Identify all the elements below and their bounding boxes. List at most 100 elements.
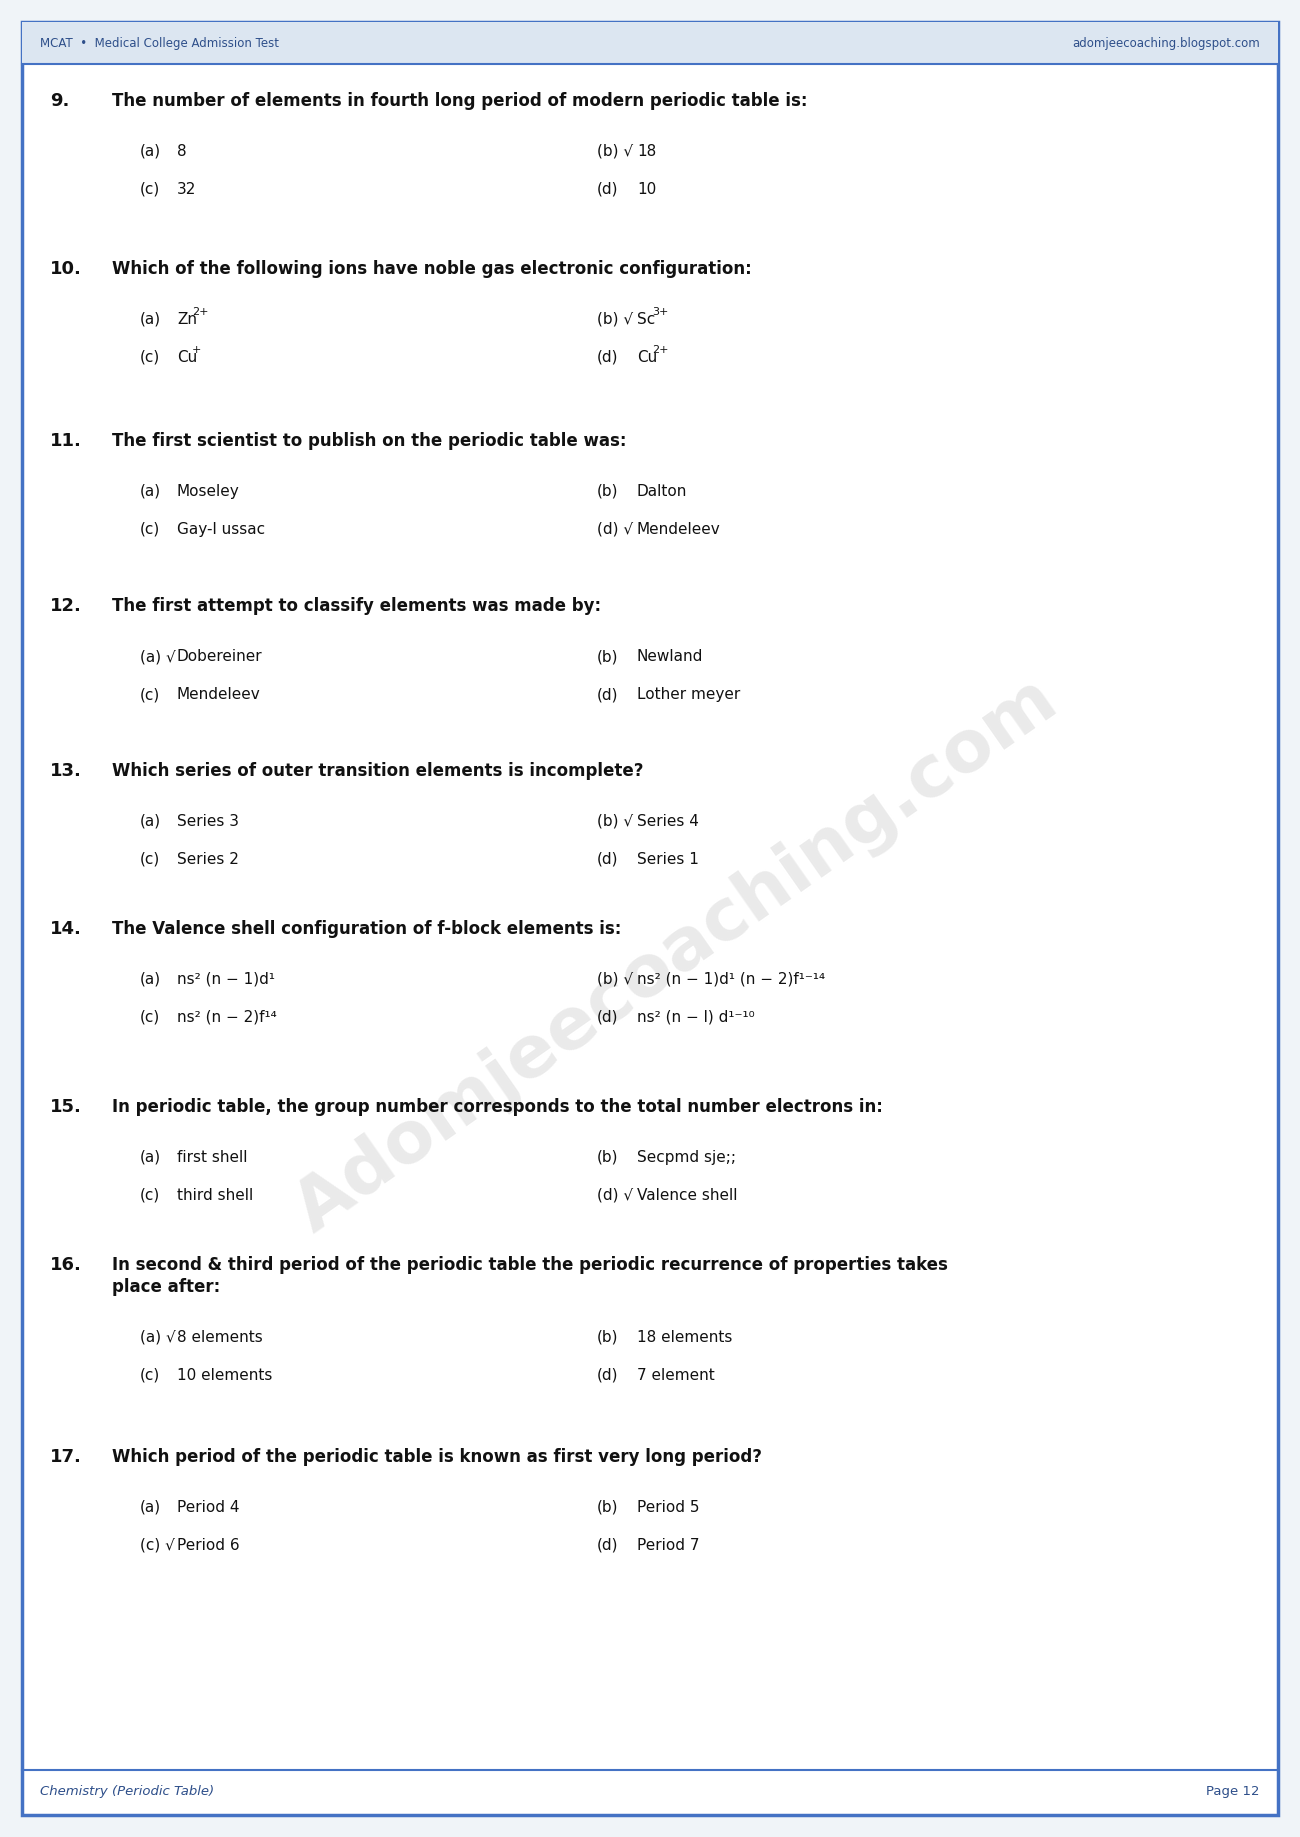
Text: Series 4: Series 4 [637, 814, 699, 828]
Text: 7 element: 7 element [637, 1369, 715, 1383]
Text: (d): (d) [597, 1538, 619, 1552]
Text: Chemistry (Periodic Table): Chemistry (Periodic Table) [40, 1786, 214, 1798]
Text: 10.: 10. [49, 261, 82, 277]
Text: Cu: Cu [177, 351, 198, 366]
Text: 18 elements: 18 elements [637, 1330, 732, 1345]
Text: (b) √: (b) √ [597, 312, 633, 327]
Text: (a): (a) [140, 312, 161, 327]
Text: 16.: 16. [49, 1257, 82, 1275]
Text: (b): (b) [597, 1501, 619, 1516]
Text: Moseley: Moseley [177, 483, 239, 500]
Text: (d) √: (d) √ [597, 522, 633, 536]
Text: Dalton: Dalton [637, 483, 688, 500]
Text: Cu: Cu [637, 351, 658, 366]
Text: (c): (c) [140, 852, 160, 867]
Text: (c) √: (c) √ [140, 1538, 176, 1552]
Text: 32: 32 [177, 182, 196, 197]
Text: 10: 10 [637, 182, 656, 197]
Text: 10 elements: 10 elements [177, 1369, 273, 1383]
Text: 3+: 3+ [653, 307, 668, 318]
Text: adomjeecoaching.blogspot.com: adomjeecoaching.blogspot.com [1072, 37, 1260, 50]
Text: (d): (d) [597, 1010, 619, 1025]
Text: (d): (d) [597, 1369, 619, 1383]
Text: Period 5: Period 5 [637, 1501, 699, 1516]
Text: The number of elements in fourth long period of modern periodic table is:: The number of elements in fourth long pe… [112, 92, 807, 110]
Text: (b): (b) [597, 1150, 619, 1165]
Text: (b) √: (b) √ [597, 143, 633, 160]
Text: Which series of outer transition elements is incomplete?: Which series of outer transition element… [112, 762, 644, 781]
Text: ns² (n − 1)d¹ (n − 2)f¹⁻¹⁴: ns² (n − 1)d¹ (n − 2)f¹⁻¹⁴ [637, 972, 826, 986]
Text: (b) √: (b) √ [597, 972, 633, 986]
Text: ns² (n − 1)d¹: ns² (n − 1)d¹ [177, 972, 276, 986]
Text: Mendeleev: Mendeleev [177, 687, 261, 702]
Text: place after:: place after: [112, 1279, 220, 1295]
Text: (c): (c) [140, 1010, 160, 1025]
Text: (a) √: (a) √ [140, 648, 176, 663]
Text: 18: 18 [637, 143, 656, 160]
Text: ns² (n − l) d¹⁻¹⁰: ns² (n − l) d¹⁻¹⁰ [637, 1010, 755, 1025]
Text: (b) √: (b) √ [597, 814, 633, 828]
Text: (a): (a) [140, 143, 161, 160]
Text: Gay-l ussac: Gay-l ussac [177, 522, 265, 536]
Text: (a) √: (a) √ [140, 1330, 176, 1345]
Text: The first scientist to publish on the periodic table was:: The first scientist to publish on the pe… [112, 432, 627, 450]
Text: Series 2: Series 2 [177, 852, 239, 867]
Text: +: + [192, 345, 202, 355]
Text: Period 7: Period 7 [637, 1538, 699, 1552]
Text: 9.: 9. [49, 92, 69, 110]
Text: first shell: first shell [177, 1150, 247, 1165]
Text: Adomjeecoaching.com: Adomjeecoaching.com [282, 665, 1070, 1245]
Text: (c): (c) [140, 522, 160, 536]
Text: (c): (c) [140, 351, 160, 366]
Text: Period 6: Period 6 [177, 1538, 239, 1552]
Text: 2+: 2+ [192, 307, 208, 318]
Text: Series 3: Series 3 [177, 814, 239, 828]
Text: third shell: third shell [177, 1189, 254, 1203]
Text: In periodic table, the group number corresponds to the total number electrons in: In periodic table, the group number corr… [112, 1099, 883, 1117]
Text: Sc: Sc [637, 312, 655, 327]
Text: 8 elements: 8 elements [177, 1330, 263, 1345]
Text: (d): (d) [597, 182, 619, 197]
Text: (c): (c) [140, 687, 160, 702]
Text: Dobereiner: Dobereiner [177, 648, 263, 663]
Text: Secpmd sje;;: Secpmd sje;; [637, 1150, 736, 1165]
Text: 15.: 15. [49, 1099, 82, 1117]
Text: (c): (c) [140, 1189, 160, 1203]
Text: (d): (d) [597, 852, 619, 867]
Text: MCAT  •  Medical College Admission Test: MCAT • Medical College Admission Test [40, 37, 280, 50]
Text: (a): (a) [140, 972, 161, 986]
Text: (d) √: (d) √ [597, 1189, 633, 1203]
Text: (b): (b) [597, 1330, 619, 1345]
Text: (d): (d) [597, 351, 619, 366]
Text: (b): (b) [597, 483, 619, 500]
Text: The Valence shell configuration of f-block elements is:: The Valence shell configuration of f-blo… [112, 920, 621, 939]
Text: (a): (a) [140, 483, 161, 500]
Text: 13.: 13. [49, 762, 82, 781]
Text: (a): (a) [140, 1150, 161, 1165]
Text: Series 1: Series 1 [637, 852, 699, 867]
Text: Lother meyer: Lother meyer [637, 687, 740, 702]
Text: (a): (a) [140, 1501, 161, 1516]
Text: 2+: 2+ [653, 345, 668, 355]
Text: Page 12: Page 12 [1206, 1786, 1260, 1798]
Text: (a): (a) [140, 814, 161, 828]
Text: Which of the following ions have noble gas electronic configuration:: Which of the following ions have noble g… [112, 261, 751, 277]
Text: 12.: 12. [49, 597, 82, 615]
Text: (d): (d) [597, 687, 619, 702]
Text: Mendeleev: Mendeleev [637, 522, 720, 536]
Text: (c): (c) [140, 182, 160, 197]
Text: 8: 8 [177, 143, 187, 160]
Text: Zn: Zn [177, 312, 198, 327]
Bar [22, 22, 1278, 64]
Text: The first attempt to classify elements was made by:: The first attempt to classify elements w… [112, 597, 601, 615]
Text: 17.: 17. [49, 1448, 82, 1466]
Text: (b): (b) [597, 648, 619, 663]
Text: (c): (c) [140, 1369, 160, 1383]
Text: 14.: 14. [49, 920, 82, 939]
Text: Valence shell: Valence shell [637, 1189, 737, 1203]
Text: Newland: Newland [637, 648, 703, 663]
Text: ns² (n − 2)f¹⁴: ns² (n − 2)f¹⁴ [177, 1010, 277, 1025]
Text: 11.: 11. [49, 432, 82, 450]
Text: Period 4: Period 4 [177, 1501, 239, 1516]
Text: Which period of the periodic table is known as first very long period?: Which period of the periodic table is kn… [112, 1448, 762, 1466]
